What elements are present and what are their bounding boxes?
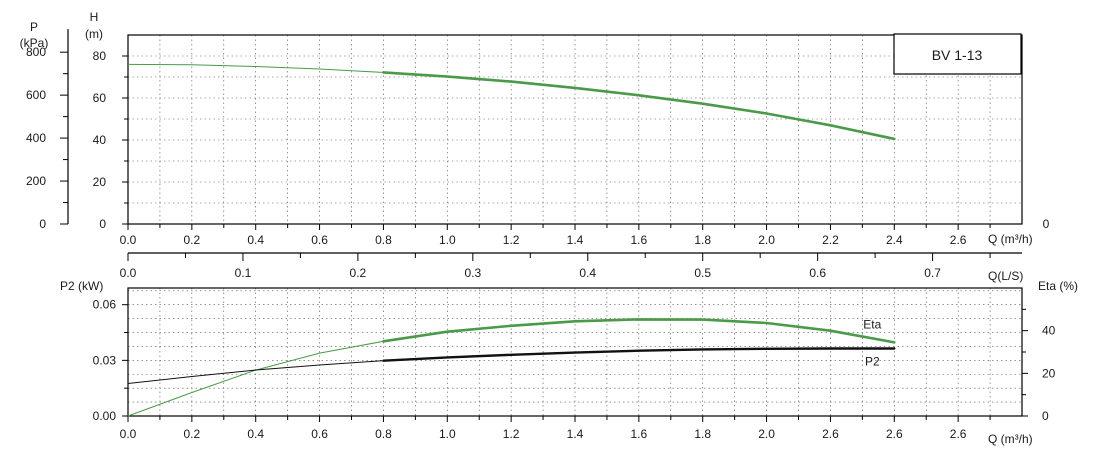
qls-tick-label: 0.6 [809,266,826,280]
x-tick-label: 2.6 [886,427,903,441]
qls-tick-label: 0.0 [120,266,137,280]
x-tick-label: 1.4 [567,233,584,247]
x-tick-label: 1.8 [694,233,711,247]
x-tick-label: 0.2 [184,233,201,247]
x-tick-label: 0.6 [311,233,328,247]
right-zero-label: 0 [1043,217,1050,231]
qls-tick-label: 0.4 [579,266,596,280]
eta-curve [382,318,896,344]
qls-tick-label: 0.1 [235,266,252,280]
head-curve-thin [127,63,384,73]
h-tick-label: 40 [93,133,107,147]
head-flow-chart: H (m) P (kPa) Q (m³/h) 0.0 0.2 0.4 0.6 0.8 1.… [20,10,1050,247]
p2-axis-title: P2 (kW) [60,279,103,293]
x-tick-label: 0.4 [247,427,264,441]
qls-tick-label: 0.2 [350,266,367,280]
p-axis-title-line1: P [30,20,38,34]
p-axis-title-line2: (kPa) [20,36,49,50]
top-axis-ticks: 0.0 0.2 0.4 0.6 0.8 1.0 1.2 1.4 1.6 1.8 2.0 2.2 2.4 2… [26,29,1050,247]
qls-tick-label: 0.3 [464,266,481,280]
x-tick-label: 2.6 [822,427,839,441]
p2-tick-label: 0.06 [93,298,117,312]
x-tick-label: 1.6 [631,233,648,247]
p2-tick-label: 0.03 [93,353,117,367]
p-tick-label: 400 [26,131,46,145]
x-tick-label: 2.6 [950,233,967,247]
x-tick-label: 0.4 [247,233,264,247]
x-tick-label: 0.8 [375,233,392,247]
q-axis-title-bottom: Q (m³/h) [988,432,1033,446]
h-tick-label: 20 [93,175,107,189]
eta-tick-label: 40 [1042,324,1056,338]
eta-tick-label: 0 [1042,409,1049,423]
p2-curve [382,347,896,362]
x-tick-label: 1.2 [503,233,520,247]
p-tick-label: 800 [26,45,46,59]
x-tick-label: 0.2 [184,427,201,441]
qls-tick-label: 0.5 [694,266,711,280]
p-tick-label: 0 [39,217,46,231]
h-axis-title-line1: H [90,10,99,24]
q-axis-title-top: Q (m³/h) [988,232,1033,246]
p2-tick-label: 0.00 [93,409,117,423]
eta-axis-title: Eta (%) [1038,279,1078,293]
p-tick-label: 600 [26,88,46,102]
x-tick-label: 0.0 [120,427,137,441]
x-tick-label: 1.6 [631,427,648,441]
model-box [893,33,1022,75]
x-tick-label: 0.6 [311,427,328,441]
qls-axis-title: Q(L/S) [988,269,1023,283]
p2-curve-thin [127,360,384,384]
x-tick-label: 0.0 [120,233,137,247]
x-tick-label: 0.8 [375,427,392,441]
x-tick-label: 1.0 [439,427,456,441]
x-tick-label: 2.0 [758,233,775,247]
x-tick-label: 2.2 [822,233,839,247]
bottom-axis-ticks: 0.0 0.1 0.2 0.3 0.4 0.5 0.6 0.7 0.0 0.2 0.4 0.6 0.8 1… [93,252,1056,441]
top-grid [127,34,1023,225]
head-curve [382,71,896,141]
p2-series-label: P2 [865,354,880,368]
model-legend-box: BV 1-13 [893,33,1022,75]
model-label: BV 1-13 [932,47,983,63]
h-tick-label: 60 [93,91,107,105]
x-tick-label: 1.0 [439,233,456,247]
x-tick-label: 1.8 [694,427,711,441]
x-tick-label: 2.6 [950,427,967,441]
h-axis-title-line2: (m) [85,27,103,41]
top-series [127,63,896,141]
h-tick-label: 0 [99,217,106,231]
h-tick-label: 80 [93,49,107,63]
power-efficiency-chart: P2 (kW) Eta (%) Q(L/S) Q (m³/h) 0.0 0.1 0.… [60,252,1078,446]
x-tick-label: 1.2 [503,427,520,441]
eta-tick-label: 20 [1042,366,1056,380]
x-tick-label: 1.4 [567,427,584,441]
qls-tick-label: 0.7 [924,266,941,280]
p-tick-label: 200 [26,174,46,188]
bottom-series: Eta P2 [127,317,896,417]
x-tick-label: 2.0 [758,427,775,441]
x-tick-label: 2.4 [886,233,903,247]
eta-series-label: Eta [863,317,881,331]
